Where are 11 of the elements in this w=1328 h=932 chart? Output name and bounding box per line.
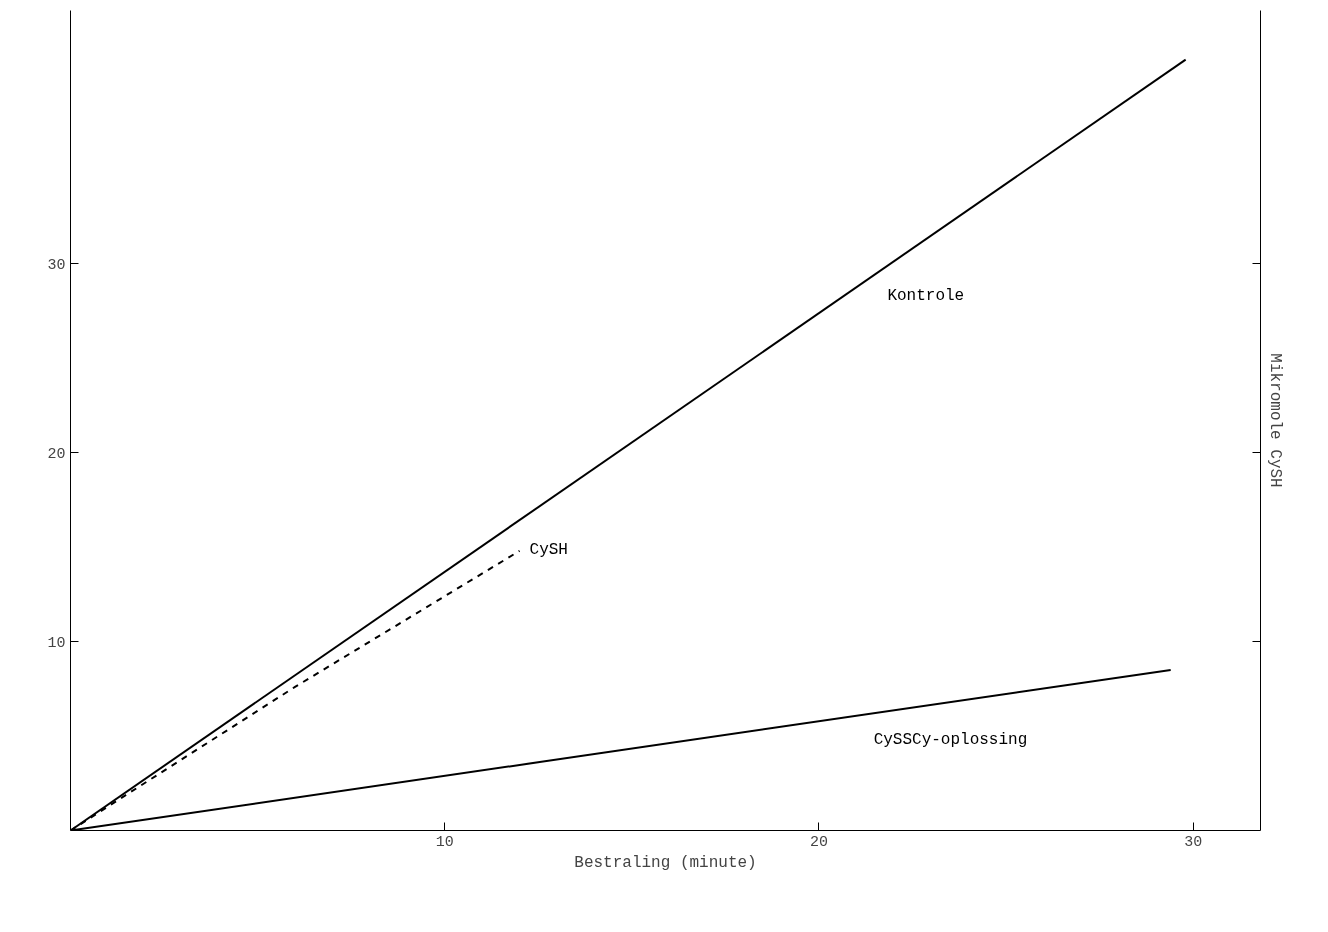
y-axis-title: Mikromole CySH bbox=[1265, 353, 1284, 488]
x-tick-label: 30 bbox=[1184, 833, 1203, 851]
series-label: CySSCy-oplossing bbox=[873, 731, 1028, 750]
y-tick-label: 10 bbox=[47, 634, 66, 652]
x-tick-label: 10 bbox=[435, 833, 454, 851]
series-label: CySH bbox=[529, 540, 568, 559]
y-tick-label: 20 bbox=[47, 445, 66, 463]
x-axis-title: Bestraling (minute) bbox=[574, 853, 757, 872]
series-label: Kontrole bbox=[887, 287, 965, 306]
y-tick-label: 30 bbox=[47, 256, 66, 274]
x-tick-label: 20 bbox=[809, 833, 828, 851]
